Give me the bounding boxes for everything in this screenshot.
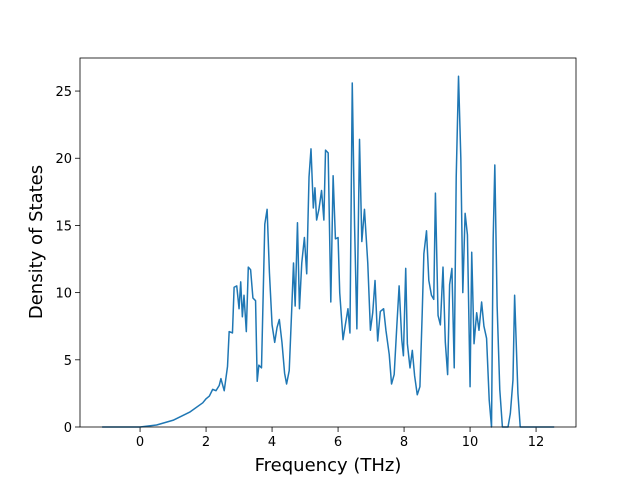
y-tick-label: 25 xyxy=(55,85,72,100)
y-axis-label: Density of States xyxy=(26,165,47,319)
x-tick-label: 0 xyxy=(136,435,144,450)
y-tick-label: 20 xyxy=(55,152,72,167)
x-tick-label: 6 xyxy=(334,435,342,450)
y-tick-label: 0 xyxy=(64,421,72,436)
y-tick-label: 5 xyxy=(64,354,72,369)
dos-line xyxy=(102,75,555,428)
y-tick-label: 10 xyxy=(55,287,72,302)
x-tick-label: 8 xyxy=(400,435,408,450)
x-tick-label: 2 xyxy=(202,435,210,450)
x-tick-label: 12 xyxy=(528,435,545,450)
x-tick-label: 4 xyxy=(268,435,276,450)
y-tick-label: 15 xyxy=(55,219,72,234)
plot-frame xyxy=(79,57,577,428)
x-axis-label: Frequency (THz) xyxy=(255,455,402,476)
x-tick-label: 10 xyxy=(462,435,479,450)
